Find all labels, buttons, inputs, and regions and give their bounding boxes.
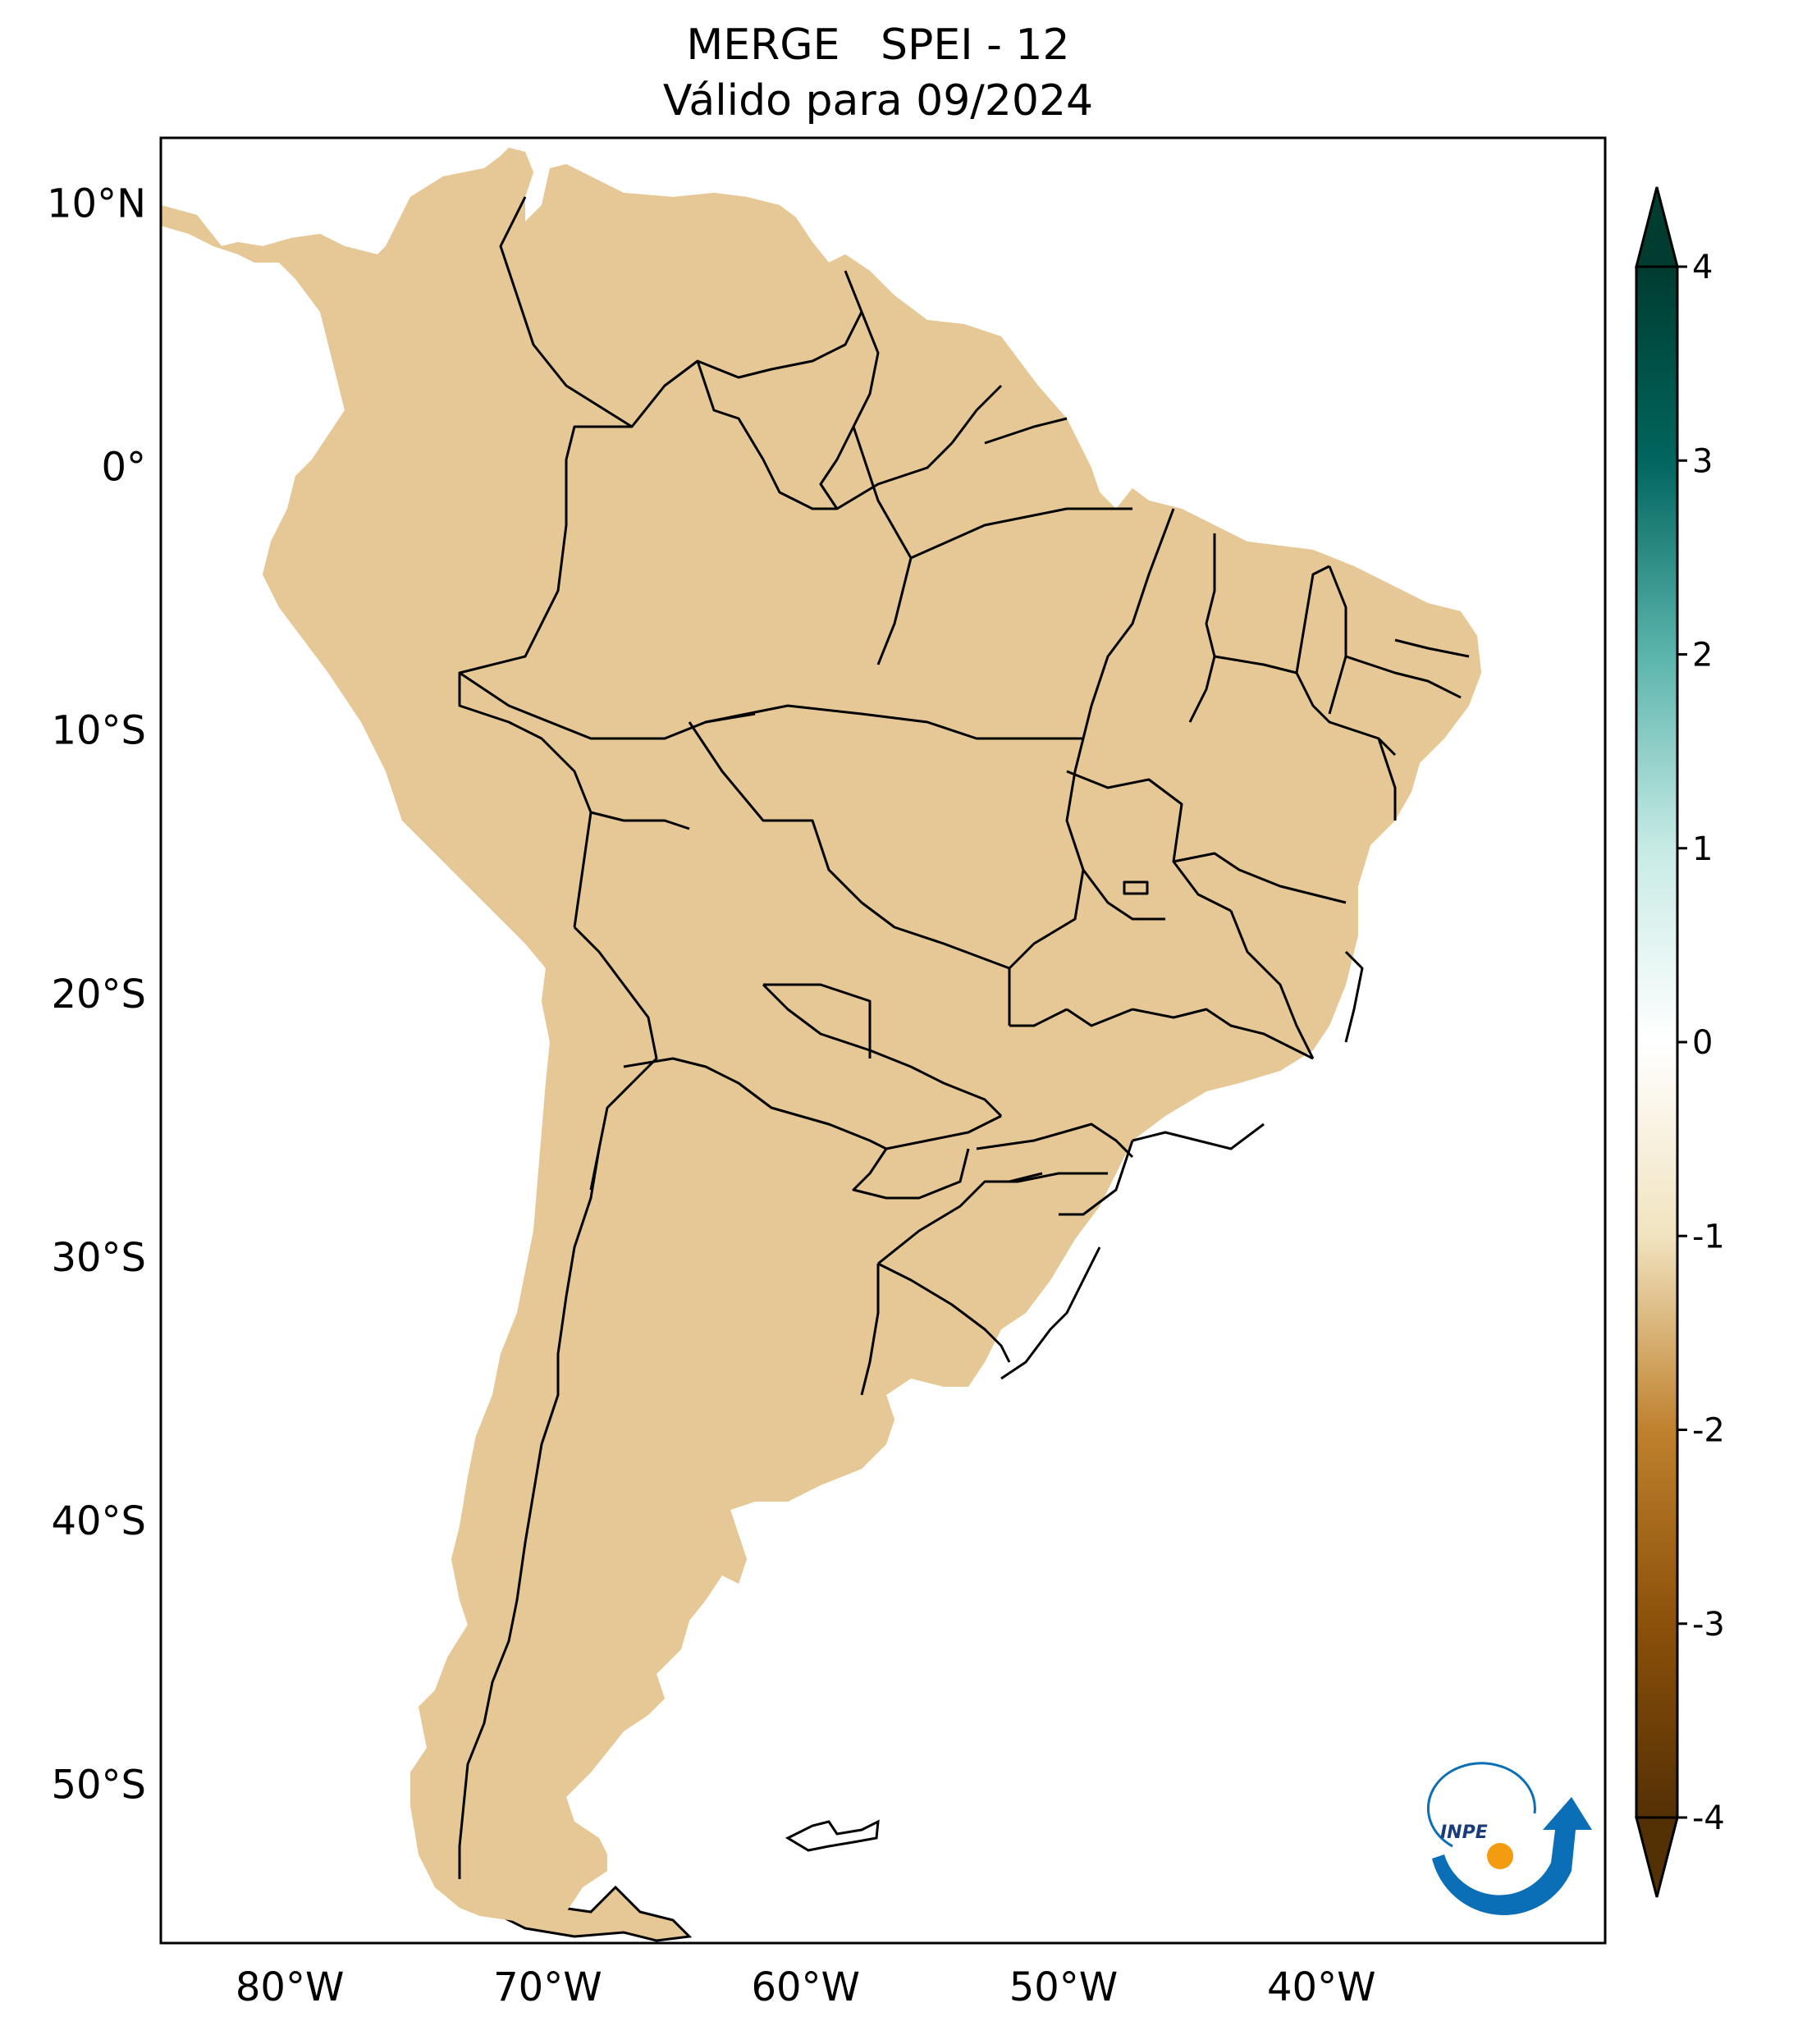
lat-tick-label: 50°S: [51, 1762, 146, 1808]
lat-tick-label: 40°S: [51, 1498, 146, 1544]
falkland-islands: [785, 1819, 880, 1852]
logo-arc-icon: [1432, 1797, 1592, 1915]
colorbar-tick-label: -4: [1692, 1799, 1725, 1837]
longitude-tick-labels: 80°W 70°W 60°W 50°W 40°W: [236, 1964, 1376, 2010]
colorbar-body: [1635, 265, 1679, 1819]
colorbar-tick-label: -2: [1692, 1412, 1725, 1450]
lat-tick-label: 20°S: [51, 972, 146, 1017]
lat-tick-label: 10°N: [47, 181, 146, 226]
colorbar-tick-label: 4: [1692, 249, 1713, 286]
logo-dot-icon: [1487, 1843, 1513, 1869]
lon-tick-label: 60°W: [751, 1964, 860, 2010]
lon-tick-label: 50°W: [1009, 1964, 1119, 2010]
lon-tick-label: 40°W: [1267, 1964, 1376, 2010]
colorbar: 4 3 2 1 0 -1 -2 -3 -4: [1635, 186, 1725, 1898]
inpe-logo: INPE: [1426, 1762, 1592, 1915]
colorbar-tick-label: 2: [1692, 637, 1713, 674]
lat-tick-label: 30°S: [51, 1235, 146, 1281]
colorbar-tick-label: 3: [1692, 442, 1713, 480]
political-borders: [159, 146, 1483, 1926]
logo-text: INPE: [1440, 1822, 1488, 1843]
map-title-line1: MERGE SPEI - 12: [686, 21, 1069, 70]
map-frame: [159, 136, 1607, 1945]
lat-tick-label: 0°: [101, 444, 146, 490]
lon-tick-label: 80°W: [236, 1964, 345, 2010]
colorbar-tick-label: -1: [1692, 1218, 1725, 1255]
colorbar-ticks: 4 3 2 1 0 -1 -2 -3 -4: [1677, 249, 1725, 1837]
colorbar-tick-label: 0: [1692, 1024, 1713, 1062]
colorbar-tick-label: -3: [1692, 1606, 1725, 1644]
lon-tick-label: 70°W: [493, 1964, 602, 2010]
latitude-tick-labels: 10°N 0° 10°S 20°S 30°S 40°S 50°S: [47, 181, 146, 1808]
logo-orbit-icon: [1426, 1762, 1536, 1848]
colorbar-tick-label: 1: [1692, 830, 1713, 868]
lat-tick-label: 10°S: [51, 708, 146, 754]
colorbar-extend-top: [1635, 186, 1679, 268]
map-title-line2: Válido para 09/2024: [663, 76, 1093, 126]
colorbar-extend-bottom: [1635, 1816, 1679, 1898]
